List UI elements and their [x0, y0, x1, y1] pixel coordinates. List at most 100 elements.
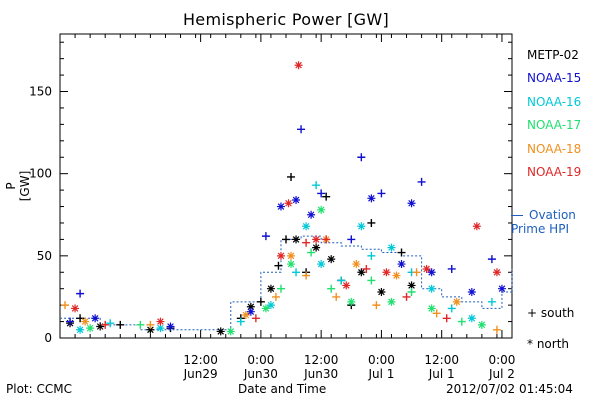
point-noaa-16-south — [487, 297, 496, 306]
point-noaa-16-north — [266, 301, 275, 310]
x-tick-date: Jun30 — [243, 367, 278, 381]
point-noaa-19-north — [294, 61, 303, 70]
marker-legend: + south * north — [527, 298, 574, 360]
point-noaa-17-north — [347, 297, 356, 306]
point-metp-02-north — [216, 327, 225, 336]
point-metp-02-north — [292, 235, 301, 244]
x-tick-date: Jun30 — [303, 367, 338, 381]
point-noaa-18-south — [432, 309, 441, 318]
point-noaa-15-south — [76, 289, 85, 298]
legend-noaa-16: NOAA-16 — [527, 94, 582, 109]
point-noaa-15-south — [347, 235, 356, 244]
point-noaa-19-south — [101, 320, 110, 329]
point-noaa-17-north — [317, 205, 326, 214]
plot-credit: Plot: CCMC — [6, 382, 72, 396]
point-noaa-18-north — [287, 251, 296, 260]
point-noaa-19-south — [402, 292, 411, 301]
point-metp-02-north — [407, 281, 416, 290]
x-tick-time: 12:00 — [424, 353, 459, 367]
chart-title: Hemispheric Power [GW] — [182, 10, 390, 29]
point-noaa-15-south — [487, 255, 496, 264]
point-noaa-15-south — [357, 153, 366, 162]
y-tick-label: 150 — [29, 85, 52, 99]
point-noaa-17-north — [226, 327, 235, 336]
point-noaa-16-north — [427, 284, 436, 293]
x-tick-date: Jul 1 — [428, 367, 455, 381]
point-metp-02-south — [282, 235, 290, 244]
point-noaa-18-north — [241, 310, 250, 319]
point-noaa-15-south — [317, 189, 326, 198]
legend-noaa-19: NOAA-19 — [527, 165, 582, 180]
point-metp-02-south — [116, 320, 125, 329]
x-tick-time: 0:00 — [368, 353, 395, 367]
point-noaa-16-north — [302, 222, 311, 231]
point-noaa-16-south — [106, 319, 115, 328]
point-noaa-16-south — [236, 317, 245, 326]
point-noaa-17-north — [287, 260, 296, 269]
point-noaa-16-north — [76, 325, 85, 334]
point-noaa-19-south — [362, 264, 371, 273]
south-marker-label: + south — [527, 306, 575, 320]
point-noaa-15-north — [276, 202, 285, 211]
ovation-label: Ovation Prime HPI — [511, 208, 576, 236]
satellite-legend: METP-02 NOAA-15 NOAA-16 NOAA-17 NOAA-18 … — [527, 44, 581, 184]
point-noaa-19-north — [156, 317, 165, 326]
point-noaa-18-north — [81, 317, 90, 326]
point-noaa-15-south — [261, 232, 270, 241]
y-tick-label: 100 — [29, 167, 52, 181]
x-tick-date: Jul 2 — [488, 367, 515, 381]
point-noaa-17-south — [407, 287, 416, 296]
point-noaa-15-south — [297, 125, 306, 134]
point-noaa-18-south — [412, 268, 421, 277]
point-noaa-17-south — [276, 284, 285, 293]
point-noaa-18-south — [332, 292, 341, 301]
point-noaa-15-north — [246, 307, 255, 316]
point-metp-02-south — [322, 192, 331, 201]
point-noaa-18-south — [61, 301, 70, 310]
point-metp-02-south — [256, 297, 265, 306]
point-metp-02-south — [397, 248, 406, 257]
ovation-legend: Ovation Prime HPI — [511, 208, 576, 236]
point-noaa-17-south — [327, 284, 336, 293]
point-metp-02-north — [96, 322, 105, 331]
point-noaa-19-north — [71, 304, 80, 313]
point-noaa-19-north — [276, 251, 285, 260]
point-noaa-16-south — [312, 181, 321, 190]
point-noaa-16-north — [156, 324, 165, 333]
point-noaa-17-north — [387, 297, 396, 306]
plot-timestamp: 2012/07/02 01:45:04 — [446, 382, 573, 396]
point-noaa-15-north — [307, 210, 316, 219]
y-tick-label: 50 — [37, 249, 52, 263]
legend-noaa-17: NOAA-17 — [527, 118, 582, 133]
ovation-dash-icon — [511, 215, 523, 216]
point-noaa-16-south — [337, 276, 346, 285]
legend-metp-02: METP-02 — [527, 48, 579, 62]
point-noaa-15-north — [166, 322, 175, 331]
point-noaa-15-north — [467, 287, 476, 296]
point-noaa-16-south — [447, 304, 456, 313]
point-metp-02-north — [246, 302, 255, 311]
point-noaa-18-south — [271, 292, 280, 301]
point-noaa-15-north — [397, 260, 406, 269]
plot-frame — [59, 33, 513, 339]
point-noaa-15-south — [447, 264, 456, 273]
point-noaa-15-north — [407, 199, 416, 208]
point-metp-02-north — [146, 325, 155, 334]
x-axis-label: Date and Time — [238, 382, 327, 396]
point-noaa-18-south — [146, 320, 155, 329]
legend-noaa-18: NOAA-18 — [527, 141, 582, 156]
x-tick-date: Jun29 — [183, 367, 218, 381]
point-noaa-19-north — [342, 281, 351, 290]
point-noaa-15-north — [497, 284, 506, 293]
point-metp-02-north — [266, 284, 275, 293]
point-metp-02-north — [312, 243, 321, 252]
point-noaa-16-south — [367, 251, 376, 260]
point-noaa-15-north — [427, 268, 436, 277]
point-noaa-18-south — [492, 325, 501, 334]
point-noaa-15-north — [367, 194, 376, 203]
point-noaa-18-north — [352, 260, 361, 269]
point-noaa-15-north — [292, 195, 301, 204]
north-marker-label: * north — [527, 337, 570, 351]
point-noaa-17-south — [367, 276, 376, 285]
